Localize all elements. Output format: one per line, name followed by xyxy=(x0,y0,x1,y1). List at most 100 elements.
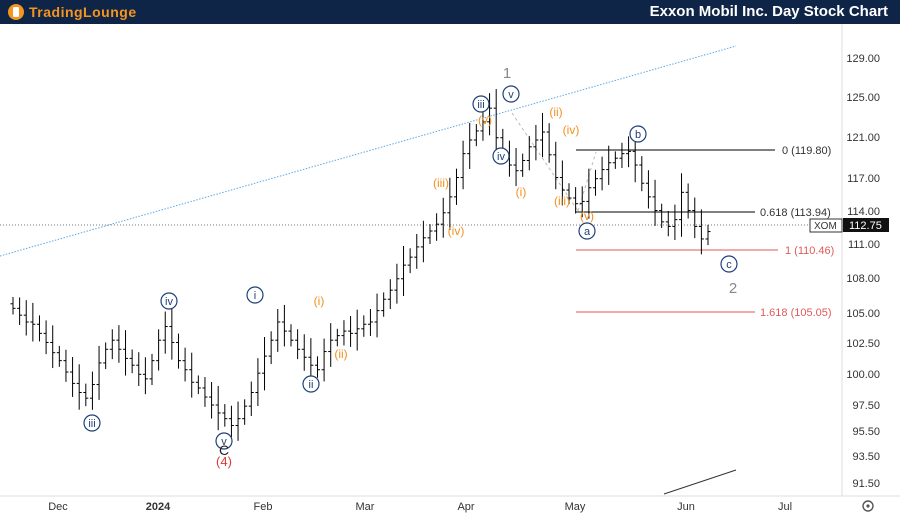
wave-label-orange-i: (i) xyxy=(314,294,325,308)
price-bar xyxy=(559,160,565,206)
price-bar xyxy=(698,209,704,255)
x-tick-label: Jul xyxy=(778,501,792,513)
y-tick-label: 121.00 xyxy=(846,132,880,144)
price-bar xyxy=(248,381,254,416)
price-bar xyxy=(645,170,651,209)
last-price-label: 112.75 xyxy=(849,220,882,232)
price-bar xyxy=(487,93,493,136)
wave-label-iii: iii xyxy=(477,99,484,111)
wave-label-v-low: v xyxy=(221,436,227,448)
wave-label-b: b xyxy=(635,129,641,141)
fib-0618-label: 0.618 (113.94) xyxy=(760,207,831,219)
wave-label-4: (4) xyxy=(216,454,232,469)
fib-0-label: 0 (119.80) xyxy=(782,145,831,157)
price-bar xyxy=(414,233,420,269)
price-bar xyxy=(341,320,347,346)
candles xyxy=(10,89,711,441)
wave-label-2: 2 xyxy=(729,280,737,297)
price-bar xyxy=(169,307,175,360)
y-axis: 129.00 125.00 121.00 117.00 114.00 111.0… xyxy=(846,53,880,490)
price-bar xyxy=(692,197,698,239)
wave-c-dashed-line xyxy=(577,151,597,212)
wave-label-orange-iv-late: (iv) xyxy=(563,123,580,137)
fib-1618-level: 1.618 (105.05) xyxy=(576,307,832,319)
y-tick-label: 102.50 xyxy=(846,338,880,350)
price-bar xyxy=(314,356,320,378)
price-bar xyxy=(162,311,168,354)
price-bar xyxy=(679,173,685,237)
wave-label-orange-v: (v) xyxy=(478,113,492,127)
gear-center-icon xyxy=(866,504,870,508)
logo-text: TradingLounge xyxy=(29,4,137,20)
price-bar xyxy=(533,124,539,161)
price-chart[interactable]: 0 (119.80) 0.618 (113.94) 1 (110.46) 1.6… xyxy=(0,24,900,522)
price-bar xyxy=(295,329,301,360)
price-bar xyxy=(546,123,552,163)
wave-label-ii: ii xyxy=(309,379,314,391)
price-bar xyxy=(612,151,618,169)
price-bar xyxy=(17,297,23,325)
wave-label-a: a xyxy=(584,226,591,238)
price-bar xyxy=(639,156,645,192)
logo-icon xyxy=(8,4,24,20)
price-bar xyxy=(447,177,453,230)
ticker-label: XOM xyxy=(814,221,837,232)
price-bar xyxy=(23,300,29,336)
price-bar xyxy=(149,353,155,385)
wave-marker-v-low xyxy=(215,432,233,450)
y-tick-label: 93.50 xyxy=(852,451,880,463)
price-bar xyxy=(367,309,373,336)
price-bar xyxy=(235,401,241,441)
price-bar xyxy=(672,204,678,240)
price-bar xyxy=(540,112,546,158)
price-bar xyxy=(70,357,76,397)
price-bar xyxy=(268,331,274,365)
price-bar xyxy=(281,304,287,347)
price-bar xyxy=(116,325,122,363)
price-bar xyxy=(348,316,354,347)
price-bar xyxy=(50,325,56,369)
lower-channel-line xyxy=(663,469,737,495)
price-bar xyxy=(262,336,268,391)
y-tick-label: 105.00 xyxy=(846,308,880,320)
price-bar xyxy=(89,371,95,410)
price-bar xyxy=(36,315,42,342)
y-tick-label: 114.00 xyxy=(847,206,880,218)
price-bar xyxy=(202,377,208,407)
y-tick-label: 129.00 xyxy=(846,53,880,65)
price-bar xyxy=(480,110,486,141)
price-bar xyxy=(473,124,479,147)
wave-marker-iii-early xyxy=(83,414,101,432)
wave-label-orange-iii-late: (iii) xyxy=(554,194,570,208)
price-bar xyxy=(420,220,426,263)
price-bar xyxy=(142,357,148,395)
price-bar xyxy=(76,364,82,410)
price-bar xyxy=(553,141,559,190)
price-bar xyxy=(308,338,314,383)
channel-line xyxy=(0,45,737,257)
wave-label-orange-ii-late: (ii) xyxy=(549,105,562,119)
wave-label-orange-ii: (ii) xyxy=(334,347,347,361)
price-bar xyxy=(619,142,625,169)
wave-label-orange-iv: (iv) xyxy=(448,224,465,238)
fib-1618-label: 1.618 (105.05) xyxy=(760,307,832,319)
wave-label-i: i xyxy=(254,290,256,302)
chart-title: Exxon Mobil Inc. Day Stock Chart xyxy=(649,3,888,20)
wave-b-dashed-line xyxy=(511,112,579,212)
x-tick-label: Apr xyxy=(457,501,474,513)
wave-marker-iv xyxy=(492,147,510,165)
price-bar xyxy=(156,329,162,371)
price-bar xyxy=(288,324,294,347)
wave-label-1: 1 xyxy=(503,65,511,82)
gear-icon[interactable] xyxy=(862,500,874,512)
price-bar xyxy=(586,168,592,219)
wave-label-orange-i-late: (i) xyxy=(516,185,527,199)
wave-marker-b xyxy=(629,125,647,143)
wave-label-orange-iii: (iii) xyxy=(433,176,449,190)
settings-button[interactable] xyxy=(862,500,874,512)
price-bar xyxy=(566,183,572,205)
price-bar xyxy=(354,309,360,351)
price-bar xyxy=(123,330,129,376)
price-bar xyxy=(63,349,69,382)
price-bar xyxy=(573,187,579,214)
